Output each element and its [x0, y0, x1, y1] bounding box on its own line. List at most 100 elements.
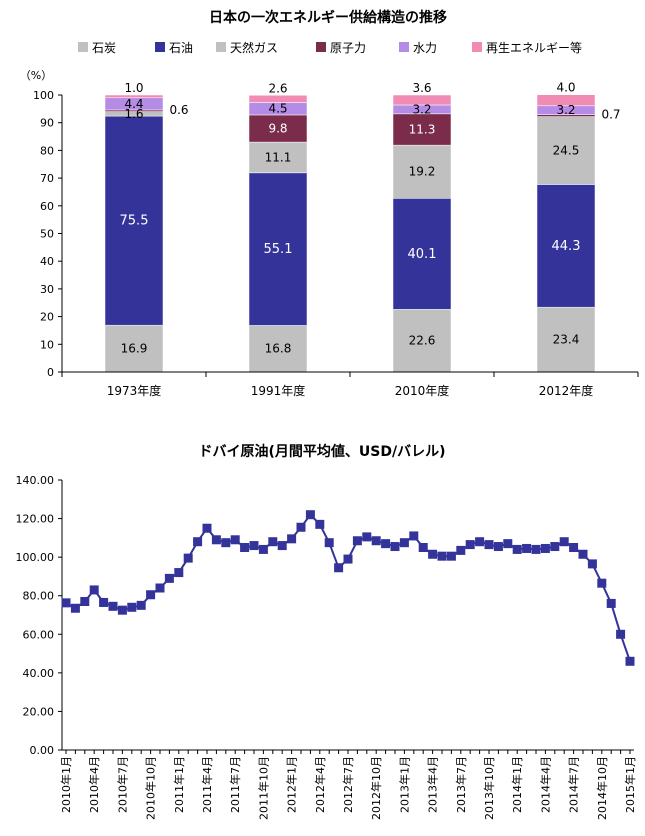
bar-segment-0-1: [104, 115, 164, 326]
legend-swatch-1: [155, 42, 165, 52]
bar-label-1-4: 4.5: [268, 102, 287, 116]
energy-y-tick-label: 20: [40, 311, 54, 324]
oil-y-axis: 0.00 20.00 40.00 60.00 80.00 100.00 120.00 140.…: [16, 474, 63, 757]
bar-segment-1-0: [248, 325, 308, 373]
bar-label-0-0: 16.9: [121, 342, 148, 356]
bar-label-0-2: 1.6: [124, 107, 143, 121]
energy-x-axis: 1973年度 1991年度 2010年度 2012年度: [61, 371, 639, 398]
oil-x-tick-label: 2012年7月: [341, 756, 355, 813]
bar-segment-0-0: [104, 324, 164, 373]
bar-segment-3-1: [536, 184, 596, 308]
legend-label-1: 石油: [169, 41, 193, 55]
oil-price-point: [221, 538, 231, 548]
energy-chart-title: 日本の一次エネルギー供給構造の推移: [209, 9, 447, 26]
oil-price-point: [559, 537, 569, 547]
bar-segment-1-3: [248, 114, 308, 143]
bar-label-1-0: 16.8: [265, 342, 292, 356]
oil-y-tick-label: 40.00: [23, 667, 55, 680]
oil-x-tick-label: 2010年7月: [115, 756, 129, 813]
legend-label-4: 水力: [413, 41, 437, 55]
oil-price-point: [108, 601, 118, 611]
oil-price-point: [371, 536, 381, 546]
oil-x-tick-label: 2011年1月: [172, 756, 186, 813]
energy-y-tick-label: 0: [47, 366, 54, 379]
legend-label-3: 原子力: [330, 41, 366, 55]
bar-label-3-0: 23.4: [553, 333, 580, 347]
oil-price-point: [334, 563, 344, 573]
oil-price-point: [193, 537, 203, 547]
oil-x-tick-label: 2010年4月: [87, 756, 101, 813]
oil-price-point: [146, 590, 156, 600]
bar-segment-2-3: [392, 113, 452, 146]
oil-price-point: [352, 536, 362, 546]
oil-price-point: [616, 629, 626, 639]
oil-y-tick-label: 0.00: [30, 744, 55, 757]
bar-segment-2-1: [392, 198, 452, 310]
bar-segment-1-1: [248, 172, 308, 326]
oil-price-point: [418, 543, 428, 552]
oil-x-tick-label: 2010年10月: [144, 756, 158, 820]
oil-price-point: [606, 598, 616, 608]
energy-y-tick-label: 10: [40, 338, 54, 351]
oil-price-point: [61, 598, 71, 608]
oil-price-point: [569, 543, 579, 552]
bar-label-3-1: 44.3: [552, 239, 581, 254]
bar-label-0-3: 0.6: [169, 103, 188, 117]
energy-y-tick-label: 80: [40, 144, 54, 157]
energy-x-tick-label: 1973年度: [107, 383, 162, 398]
legend-label-0: 石炭: [92, 41, 116, 55]
oil-price-point: [249, 541, 259, 551]
oil-price-point: [475, 537, 485, 547]
oil-price-point: [540, 543, 550, 553]
oil-y-tick-label: 100.00: [16, 551, 55, 564]
legend-label-2: 天然ガス: [230, 40, 278, 55]
bar-label-3-4: 3.2: [556, 103, 575, 117]
legend-swatch-3: [316, 42, 326, 52]
oil-x-tick-label: 2014年4月: [538, 756, 552, 813]
oil-x-tick-label: 2013年7月: [454, 756, 468, 813]
energy-y-tick-label: 70: [40, 172, 54, 185]
oil-price-point: [277, 541, 287, 551]
oil-x-axis: 2010年1月 2010年4月 2010年7月 2010年10月 2011年1月 2011…: [59, 749, 637, 820]
bar-label-1-5: 2.6: [268, 81, 287, 95]
energy-legend: 石炭 石油 天然ガス 原子力 水力 再生エネルギー等: [78, 40, 582, 55]
oil-price-point: [296, 522, 306, 532]
oil-price-point: [174, 568, 184, 578]
bar-label-3-3: 0.7: [601, 108, 620, 122]
oil-price-point: [625, 656, 635, 666]
legend-label-5: 再生エネルギー等: [486, 41, 582, 55]
oil-price-point: [211, 535, 221, 545]
oil-price-point: [409, 531, 419, 541]
bar-segment-2-2: [392, 144, 452, 199]
oil-price-point: [465, 540, 475, 550]
legend-swatch-4: [399, 42, 409, 52]
bar-label-2-5: 3.6: [412, 81, 431, 95]
bar-segment-0-5: [104, 94, 164, 99]
oil-price-point: [456, 545, 466, 555]
oil-price-point: [230, 535, 240, 545]
oil-price-point: [428, 549, 438, 559]
bar-segment-3-2: [536, 116, 596, 185]
bar-segment-1-2: [248, 141, 308, 174]
oil-price-point: [437, 551, 447, 561]
oil-y-tick-label: 120.00: [16, 513, 55, 526]
oil-x-tick-label: 2011年4月: [200, 756, 214, 813]
oil-price-point: [512, 544, 522, 554]
energy-bars: 16.9 75.5 1.6 0.6 4.4 1.0 16.8 55.1 11.1 9.8 4.5 2.…: [104, 81, 621, 373]
oil-x-tick-label: 2013年1月: [397, 756, 411, 813]
oil-x-tick-label: 2011年10月: [256, 756, 270, 820]
oil-x-tick-label: 2014年7月: [567, 756, 581, 813]
oil-price-point: [493, 542, 503, 552]
oil-price-point: [446, 551, 456, 561]
oil-x-tick-label: 2014年1月: [510, 756, 524, 813]
oil-price-point: [183, 553, 193, 563]
oil-price-point: [522, 543, 532, 553]
oil-y-tick-label: 20.00: [23, 705, 55, 718]
oil-price-point: [578, 549, 588, 559]
oil-price-point: [324, 538, 334, 548]
oil-price-point: [550, 542, 560, 552]
energy-y-axis: 0 10 20 30 40 50 60 70 80 90 100: [33, 89, 63, 379]
oil-chart: ドバイ原油(月間平均値、USD/バレル) 0.00 20.00 40.00 60.00…: [16, 443, 638, 820]
oil-price-point: [390, 542, 400, 552]
